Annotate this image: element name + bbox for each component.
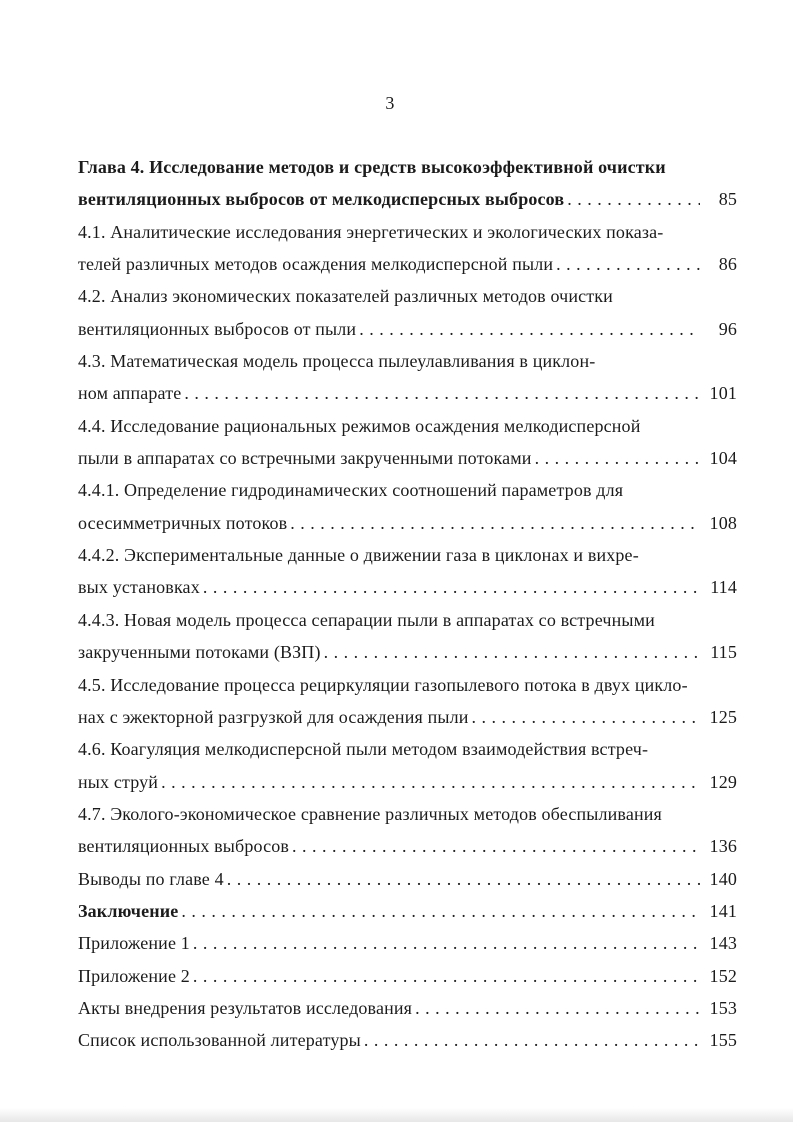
toc-line: вентиляционных выбросов от мелкодисперсн… <box>78 183 737 215</box>
toc-page-number: 114 <box>710 577 737 598</box>
toc-page-number: 85 <box>718 189 737 210</box>
toc-entry-text: Заключение <box>78 900 179 921</box>
toc-line: Глава 4. Исследование методов и средств … <box>78 151 737 183</box>
toc-page-number: 143 <box>709 933 737 954</box>
dot-leader <box>290 507 700 539</box>
toc-line: 4.4. Исследование рациональных режимов о… <box>78 410 737 442</box>
toc-line: осесимметричных потоков 108 <box>78 507 737 539</box>
dot-leader <box>184 377 700 409</box>
toc-entry-text: Глава 4. Исследование методов и средств … <box>78 157 666 177</box>
toc-line: 4.4.2. Экспериментальные данные о движен… <box>78 539 737 571</box>
toc-page-number: 125 <box>709 706 737 727</box>
toc-line: ных струй 129 <box>78 766 737 798</box>
toc-entry-text: Приложение 1 <box>78 933 190 954</box>
toc-page-number: 101 <box>709 383 737 404</box>
dot-leader <box>364 1024 700 1056</box>
toc-entry-text: 4.4. Исследование рациональных режимов о… <box>78 415 641 436</box>
toc-entry-text: 4.4.3. Новая модель процесса сепарации п… <box>78 609 655 630</box>
toc-line: вентиляционных выбросов 136 <box>78 830 737 862</box>
toc-entry-text: ных струй <box>78 771 159 792</box>
toc-page-number: 96 <box>718 318 737 339</box>
toc-line: 4.6. Коагуляция мелкодисперсной пыли мет… <box>78 733 737 765</box>
toc-entry-text: 4.3. Математическая модель процесса пыле… <box>78 351 596 372</box>
dot-leader <box>556 248 700 280</box>
toc-page-number: 141 <box>709 900 737 921</box>
toc-page-number: 136 <box>709 836 737 857</box>
toc-entry-text: Приложение 2 <box>78 965 190 986</box>
toc-entry-text: Акты внедрения результатов исследования <box>78 997 413 1018</box>
table-of-contents: Глава 4. Исследование методов и средств … <box>78 151 737 1057</box>
toc-line: 4.2. Анализ экономических показателей ра… <box>78 280 737 312</box>
toc-entry-text: вентиляционных выбросов от мелкодисперсн… <box>78 189 565 210</box>
dot-leader <box>472 701 700 733</box>
toc-entry-text: вых установках <box>78 577 200 598</box>
toc-entry-text: ном аппарате <box>78 383 182 404</box>
toc-line: Заключение 141 <box>78 895 737 927</box>
toc-page-number: 86 <box>718 254 737 275</box>
toc-line: Приложение 2 152 <box>78 960 737 992</box>
toc-entry-text: нах с эжекторной разгрузкой для осаждени… <box>78 706 469 727</box>
toc-page-number: 129 <box>709 771 737 792</box>
toc-page-number: 152 <box>709 965 737 986</box>
toc-entry-text: пыли в аппаратах со встречными закрученн… <box>78 448 532 469</box>
toc-page-number: 153 <box>709 997 737 1018</box>
dot-leader <box>227 863 700 895</box>
toc-line: 4.4.3. Новая модель процесса сепарации п… <box>78 604 737 636</box>
toc-entry-text: Выводы по главе 4 <box>78 868 224 889</box>
toc-entry-text: закрученными потоками (ВЗП) <box>78 642 321 663</box>
toc-line: 4.4.1. Определение гидродинамических соо… <box>78 474 737 506</box>
toc-line: пыли в аппаратах со встречными закрученн… <box>78 442 737 474</box>
page-bottom-scan-edge <box>0 1108 793 1122</box>
toc-line: Акты внедрения результатов исследования 1… <box>78 992 737 1024</box>
toc-line: Приложение 1 143 <box>78 927 737 959</box>
toc-line: Выводы по главе 4 140 <box>78 863 737 895</box>
page-number-header: 3 <box>385 93 395 113</box>
toc-entry-text: 4.2. Анализ экономических показателей ра… <box>78 286 613 307</box>
toc-line: 4.3. Математическая модель процесса пыле… <box>78 345 737 377</box>
dot-leader <box>203 571 700 603</box>
toc-line: телей различных методов осаждения мелкод… <box>78 248 737 280</box>
dot-leader <box>324 636 700 668</box>
dot-leader <box>359 313 700 345</box>
toc-entry-text: осесимметричных потоков <box>78 512 288 533</box>
toc-page-number: 115 <box>710 642 737 663</box>
toc-entry-text: вентиляционных выбросов от пыли <box>78 318 357 339</box>
dot-leader <box>535 442 700 474</box>
dot-leader <box>292 830 700 862</box>
dot-leader <box>193 927 700 959</box>
toc-line: 4.7. Эколого-экономическое сравнение раз… <box>78 798 737 830</box>
toc-entry-text: 4.6. Коагуляция мелкодисперсной пыли мет… <box>78 739 649 760</box>
toc-line: 4.5. Исследование процесса рециркуляции … <box>78 669 737 701</box>
dot-leader <box>193 960 700 992</box>
dot-leader <box>161 766 700 798</box>
toc-page-number: 155 <box>709 1030 737 1051</box>
toc-entry-text: 4.7. Эколого-экономическое сравнение раз… <box>78 803 662 824</box>
toc-entry-text: 4.5. Исследование процесса рециркуляции … <box>78 674 688 695</box>
toc-line: ном аппарате 101 <box>78 377 737 409</box>
toc-entry-text: 4.1. Аналитические исследования энергети… <box>78 221 664 242</box>
toc-page-number: 108 <box>709 512 737 533</box>
toc-line: вых установках 114 <box>78 571 737 603</box>
toc-page-number: 140 <box>709 868 737 889</box>
toc-line: закрученными потоками (ВЗП) 115 <box>78 636 737 668</box>
dot-leader <box>567 183 700 215</box>
dot-leader <box>415 992 700 1024</box>
toc-entry-text: вентиляционных выбросов <box>78 836 290 857</box>
toc-line: Список использованной литературы 155 <box>78 1024 737 1056</box>
toc-line: 4.1. Аналитические исследования энергети… <box>78 216 737 248</box>
toc-line: вентиляционных выбросов от пыли 96 <box>78 313 737 345</box>
toc-page-number: 104 <box>709 448 737 469</box>
toc-entry-text: Список использованной литературы <box>78 1030 361 1051</box>
toc-line: нах с эжекторной разгрузкой для осаждени… <box>78 701 737 733</box>
toc-entry-text: 4.4.1. Определение гидродинамических соо… <box>78 480 624 501</box>
toc-entry-text: телей различных методов осаждения мелкод… <box>78 254 554 275</box>
dot-leader <box>181 895 700 927</box>
toc-entry-text: 4.4.2. Экспериментальные данные о движен… <box>78 545 639 566</box>
